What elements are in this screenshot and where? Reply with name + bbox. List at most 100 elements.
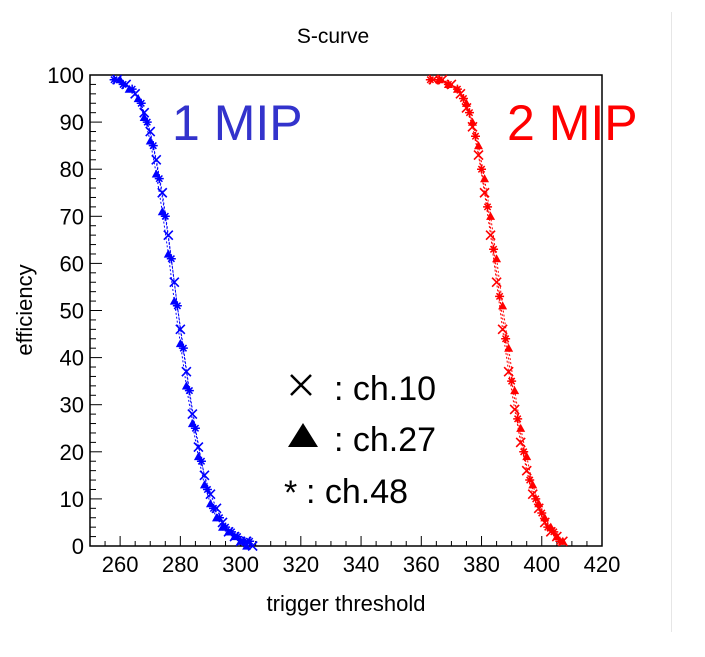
x-tick-label: 320: [282, 552, 319, 577]
data-point: [528, 480, 538, 489]
data-point: [477, 164, 487, 174]
data-point: [467, 117, 477, 126]
data-point: [245, 536, 255, 546]
y-tick-label: 20: [60, 440, 84, 465]
data-point: [242, 541, 252, 550]
data-point: [507, 376, 517, 386]
y-tick-label: 50: [60, 299, 84, 324]
data-point: [555, 536, 565, 546]
data-point: [148, 141, 158, 151]
data-point: [190, 423, 200, 433]
legend-item: *: ch.48: [284, 473, 408, 512]
data-point: [443, 79, 453, 89]
data-point: [480, 174, 490, 183]
data-point: [474, 141, 484, 150]
legend: : ch.10 : ch.27 *: ch.48: [284, 370, 436, 512]
y-tick-label: 30: [60, 393, 84, 418]
legend-label: : ch.48: [306, 473, 408, 511]
data-point: [503, 366, 514, 377]
data-point: [458, 94, 468, 104]
data-point: [184, 386, 194, 396]
x-tick-label: 340: [343, 552, 380, 577]
x-tick-label: 360: [403, 552, 440, 577]
legend-marker-star: *: [284, 474, 297, 512]
series-line: [430, 79, 561, 542]
data-point: [501, 334, 511, 344]
x-tick-label: 420: [584, 552, 621, 577]
data-point: [166, 254, 176, 264]
data-point: [510, 386, 520, 395]
legend-label: : ch.10: [334, 370, 436, 408]
x-tick-label: 300: [222, 552, 259, 577]
data-point: [208, 503, 218, 513]
data-point: [473, 150, 484, 161]
data-point: [495, 291, 505, 301]
data-point: [178, 343, 188, 353]
annotation-2-mip: 2 MIP: [507, 95, 638, 151]
data-point: [485, 230, 496, 241]
data-point: [497, 324, 508, 335]
data-point: [154, 174, 164, 184]
data-point: [515, 437, 526, 448]
y-tick-label: 80: [60, 157, 84, 182]
data-point: [215, 513, 225, 523]
data-point: [492, 254, 502, 263]
data-point: [172, 301, 182, 311]
legend-marker-triangle: [288, 423, 318, 447]
data-point: [193, 442, 204, 453]
data-point: [521, 465, 532, 476]
data-point: [543, 522, 553, 532]
x-tick-label: 400: [523, 552, 560, 577]
data-point: [142, 117, 152, 127]
y-tick-label: 60: [60, 251, 84, 276]
data-point: [531, 494, 541, 504]
y-axis-label: efficiency: [12, 264, 37, 355]
data-point: [127, 84, 137, 94]
data-point: [516, 423, 526, 432]
data-point: [196, 456, 206, 466]
data-point: [525, 475, 535, 485]
data-point: [509, 404, 520, 415]
data-point: [151, 169, 161, 178]
legend-item: : ch.27: [288, 421, 436, 459]
data-point: [464, 108, 474, 118]
data-point: [109, 75, 119, 85]
data-point: [425, 75, 435, 85]
data-point: [118, 79, 128, 89]
data-point: [483, 202, 493, 212]
data-point: [160, 211, 170, 221]
data-point: [202, 484, 212, 494]
y-tick-label: 90: [60, 110, 84, 135]
x-tick-label: 280: [162, 552, 199, 577]
data-point: [471, 131, 481, 141]
data-point: [151, 154, 162, 165]
data-point: [434, 75, 444, 85]
data-point: [145, 136, 155, 145]
data-point: [187, 419, 197, 428]
data-point: [537, 508, 547, 518]
y-tick-label: 0: [72, 534, 84, 559]
data-point: [552, 532, 562, 541]
data-point: [199, 480, 209, 489]
annotation-1-mip: 1 MIP: [172, 95, 303, 151]
data-point: [239, 536, 249, 546]
data-point: [513, 414, 523, 424]
data-point: [504, 343, 514, 352]
legend-item: : ch.10: [290, 370, 436, 408]
data-point: [522, 452, 532, 461]
data-point: [136, 98, 146, 108]
data-point: [540, 513, 550, 522]
y-tick-label: 10: [60, 487, 84, 512]
series-2mip-ch48: [425, 75, 565, 546]
data-point: [169, 277, 180, 288]
data-point: [233, 532, 243, 542]
data-point: [534, 499, 544, 508]
x-axis-label: trigger threshold: [267, 591, 426, 616]
data-point: [549, 527, 559, 537]
data-point: [221, 522, 231, 532]
data-point: [227, 527, 237, 537]
data-point: [175, 338, 185, 348]
x-tick-label: 380: [463, 552, 500, 577]
